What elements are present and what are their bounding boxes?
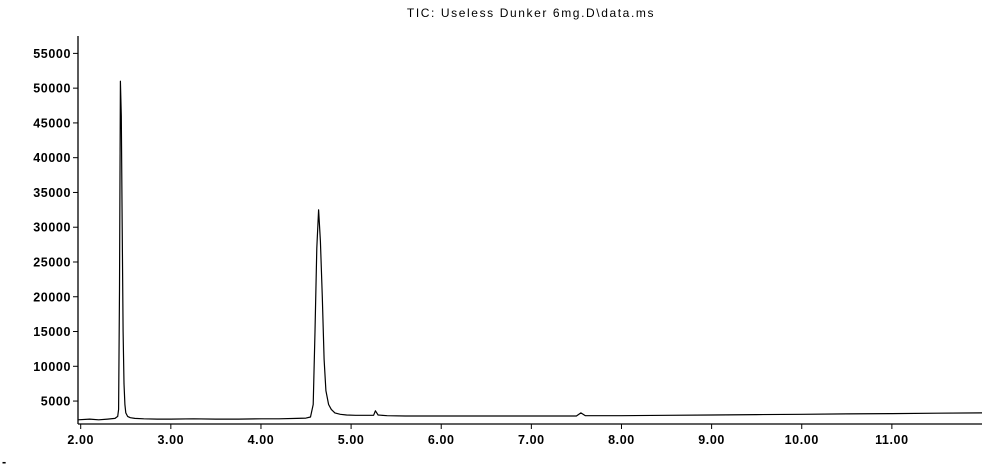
y-tick-label: 15000 — [33, 325, 71, 339]
y-tick-label: 30000 — [33, 221, 71, 235]
x-tick-label: 7.00 — [518, 433, 545, 447]
y-tick-label: 10000 — [33, 360, 71, 374]
y-tick-label: 45000 — [33, 116, 71, 130]
y-tick-label: 5000 — [41, 395, 71, 409]
chart-title: TIC: Useless Dunker 6mg.D\data.ms — [407, 6, 655, 20]
y-tick-label: 40000 — [33, 151, 71, 165]
y-tick-label: 25000 — [33, 255, 71, 269]
x-axis-ticks: 2.00 3.00 4.00 5.00 6.00 7.00 8.00 9.00 10.00 11.… — [67, 424, 908, 447]
x-tick-label: 10.00 — [785, 433, 819, 447]
y-tick-label: 50000 — [33, 82, 71, 96]
x-tick-label: 4.00 — [248, 433, 275, 447]
x-tick-label: 3.00 — [157, 433, 184, 447]
x-tick-label: 9.00 — [698, 433, 725, 447]
x-tick-label: 5.00 — [338, 433, 365, 447]
x-tick-label: 8.00 — [608, 433, 635, 447]
x-tick-label: 6.00 — [428, 433, 455, 447]
y-axis-ticks: 5000 10000 15000 20000 25000 30000 35000 40000 4… — [33, 47, 78, 409]
x-tick-label: 2.00 — [67, 433, 94, 447]
footer-mark: - — [2, 455, 7, 469]
y-tick-label: 20000 — [33, 290, 71, 304]
y-tick-label: 55000 — [33, 47, 71, 61]
tic-trace-line — [77, 80, 982, 421]
y-tick-label: 35000 — [33, 186, 71, 200]
x-tick-label: 11.00 — [875, 433, 909, 447]
